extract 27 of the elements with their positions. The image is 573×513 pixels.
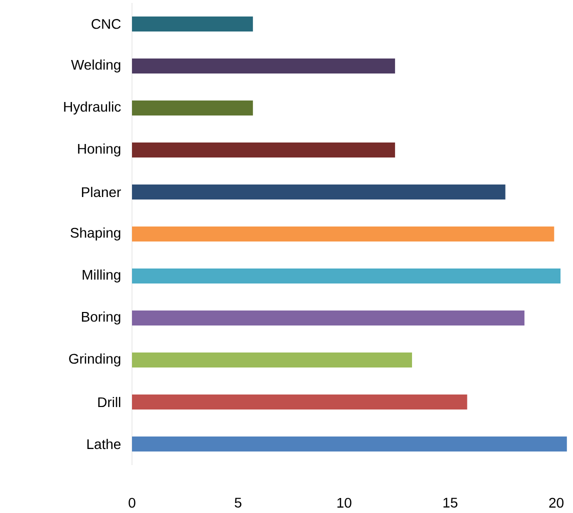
bar <box>132 184 506 200</box>
y-tick-label: Welding <box>71 59 120 72</box>
bar <box>132 16 253 32</box>
bar <box>132 142 396 158</box>
y-tick-label: Honing <box>78 143 120 156</box>
y-tick-label: Milling <box>82 269 120 282</box>
bar <box>132 100 253 116</box>
x-tick-label: 15 <box>444 498 458 508</box>
y-tick-label: Shaping <box>70 227 120 240</box>
bar <box>132 352 412 368</box>
y-tick-label: Hydraulic <box>64 101 121 114</box>
bar <box>132 394 468 410</box>
y-tick-label: Lathe <box>87 438 121 450</box>
bar <box>132 436 567 452</box>
x-tick-label: 5 <box>234 498 242 508</box>
x-tick-label: 10 <box>337 498 352 508</box>
y-tick-label: Boring <box>82 311 120 324</box>
bar <box>132 226 554 242</box>
y-tick-label: Planer <box>82 186 121 198</box>
y-tick-label: Grinding <box>69 353 120 366</box>
y-tick-label: Drill <box>98 396 120 408</box>
x-tick-label: 20 <box>549 498 564 508</box>
bar <box>132 268 561 284</box>
bar <box>132 310 524 326</box>
bar <box>132 58 396 74</box>
y-tick-label: CNC <box>92 19 121 29</box>
x-tick-label: 0 <box>128 498 136 508</box>
